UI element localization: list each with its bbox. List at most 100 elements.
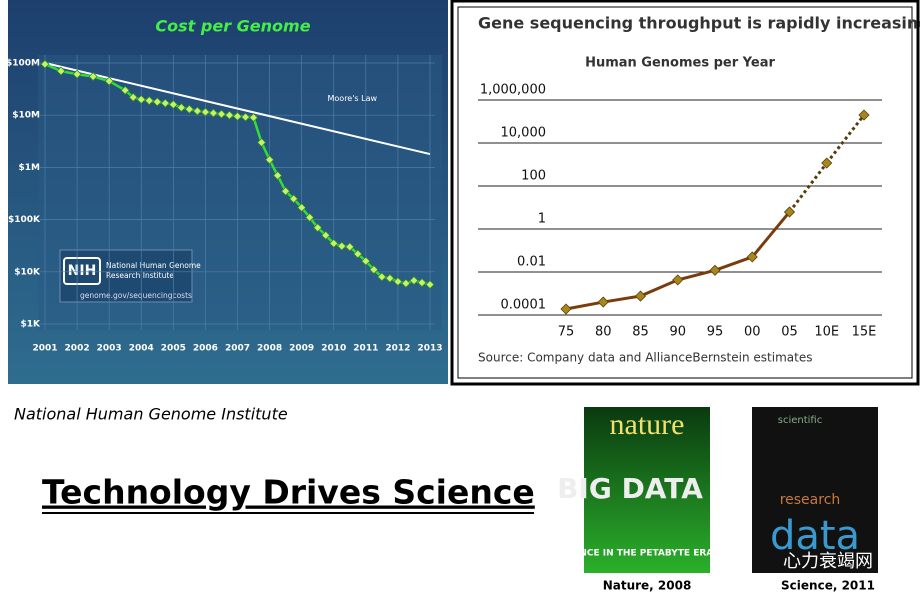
cover-tagline: SCIENCE IN THE PETABYTE ERA: [557, 549, 714, 559]
y-tick-label: 0.01: [517, 255, 546, 270]
x-tick-label: 90: [669, 325, 686, 340]
chart-panel: [450, 0, 920, 386]
data-point: [104, 76, 114, 86]
data-point: [232, 111, 243, 121]
data-point: [184, 104, 194, 114]
data-point: [672, 274, 684, 286]
data-point: [560, 303, 572, 315]
cover-label: Science, 2011: [781, 579, 875, 593]
y-tick-label: 1: [538, 212, 546, 227]
data-point: [425, 279, 435, 290]
y-tick-label: 0.0001: [501, 298, 547, 313]
data-point: [297, 203, 307, 213]
x-tick-label: 2012: [385, 344, 410, 354]
data-point: [72, 69, 82, 79]
slide-title: Technology Drives Science: [42, 473, 535, 512]
chart-frame: [457, 6, 913, 379]
trend-label: Moore's Law: [328, 94, 378, 103]
y-tick-label: $1M: [19, 163, 41, 173]
data-point: [240, 112, 251, 122]
data-line: [825, 114, 866, 164]
y-tick-label: $10K: [14, 267, 41, 277]
x-tick-label: 2001: [32, 344, 57, 354]
data-point: [192, 106, 202, 116]
cover: [752, 407, 878, 573]
logo-text: National Human Genome: [106, 261, 201, 270]
cover-word: research: [780, 492, 841, 508]
data-point: [783, 206, 796, 218]
logo-url: genome.gov/sequencingcosts: [80, 291, 192, 300]
data-point: [369, 265, 379, 275]
x-tick-label: 2006: [193, 344, 218, 354]
data-point: [377, 272, 387, 282]
data-point: [709, 264, 721, 276]
y-tick-label: 1,000,000: [480, 83, 546, 98]
y-tick-label: 10,000: [501, 126, 547, 141]
data-point: [289, 194, 299, 204]
x-tick-label: 2013: [417, 344, 442, 354]
data-point: [216, 109, 227, 119]
watermark: 心力衰竭网: [783, 551, 873, 572]
data-point: [265, 155, 275, 165]
data-point: [345, 242, 355, 252]
source-note: Source: Company data and AllianceBernste…: [478, 351, 812, 365]
data-point: [120, 85, 130, 95]
chart-title: Gene sequencing throughput is rapidly in…: [478, 14, 920, 33]
data-point: [40, 59, 50, 69]
y-tick-label: $1K: [21, 320, 42, 330]
data-point: [273, 170, 283, 181]
data-point: [128, 92, 138, 102]
y-tick-label: $100K: [8, 215, 41, 225]
x-tick-label: 75: [558, 325, 575, 340]
x-tick-label: 2009: [289, 344, 314, 354]
data-point: [361, 256, 371, 266]
x-tick-label: 95: [707, 325, 724, 340]
data-point: [256, 137, 267, 148]
y-tick-label: 100: [521, 169, 546, 184]
data-point: [353, 249, 363, 259]
x-tick-label: 00: [744, 325, 761, 340]
data-point: [152, 97, 162, 107]
data-point: [144, 96, 154, 106]
x-tick-label: 15E: [852, 325, 877, 340]
logo: NIH: [68, 263, 97, 279]
x-tick-label: 2005: [161, 344, 186, 354]
x-tick-label: 2007: [225, 344, 250, 354]
data-point: [248, 113, 259, 123]
x-tick-label: 2002: [65, 344, 90, 354]
data-point: [313, 223, 323, 233]
cover-headline: BIG DATA: [557, 472, 703, 505]
data-point: [337, 241, 347, 251]
x-tick-label: 10E: [814, 325, 839, 340]
estimate-connector: [788, 162, 828, 213]
data-point: [597, 296, 609, 308]
chart-subtitle: Human Genomes per Year: [585, 56, 775, 71]
data-point: [136, 94, 146, 105]
data-point: [634, 290, 647, 302]
data-point: [200, 107, 210, 117]
cover-headline: data: [770, 513, 860, 559]
y-tick-label: $100M: [6, 59, 40, 69]
cover: [584, 407, 710, 573]
data-point: [821, 157, 833, 169]
x-tick-label: 2010: [321, 344, 346, 354]
data-point: [88, 71, 98, 82]
x-tick-label: 2004: [129, 344, 154, 354]
x-tick-label: 2008: [257, 344, 282, 354]
x-tick-label: 2003: [97, 344, 122, 354]
chart-title: Cost per Genome: [155, 17, 310, 36]
data-point: [385, 273, 395, 283]
cover-masthead: scientific: [778, 415, 822, 426]
data-point: [224, 110, 235, 120]
caption: National Human Genome Institute: [14, 405, 288, 424]
x-tick-label: 85: [632, 325, 649, 340]
data-point: [746, 251, 758, 263]
data-point: [401, 278, 411, 288]
logo-frame: [63, 257, 101, 285]
data-point: [409, 275, 419, 286]
data-point: [168, 99, 178, 110]
cover-label: Nature, 2008: [603, 579, 692, 593]
data-point: [160, 98, 170, 108]
